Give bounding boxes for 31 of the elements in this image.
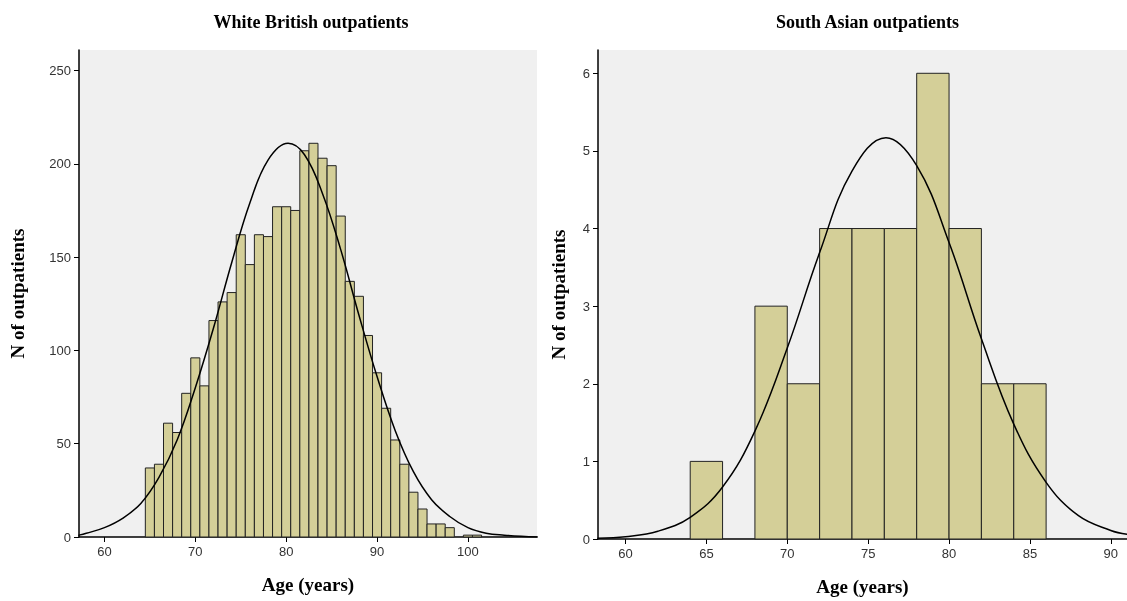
x-tick-label: 85 [1022,546,1038,561]
chart-title: White British outpatients [213,12,409,32]
y-tick-label: 1 [582,453,590,469]
x-tick-label: 80 [941,546,957,561]
y-tick-label: 3 [582,298,590,314]
x-axis-title: Age (years) [816,576,909,598]
x-tick-label: 70 [780,546,795,561]
x-tick-label: 65 [699,546,714,561]
x-axis-title: Age (years) [261,574,355,596]
y-tick-label: 4 [582,221,590,237]
x-tick-label: 90 [1103,546,1119,561]
y-axis-title: N of outpatients [7,228,28,359]
x-tick-label: 90 [369,544,385,559]
y-tick-label: 50 [56,436,71,452]
y-tick-label: 150 [49,249,71,265]
y-tick-label: 5 [582,143,590,159]
x-tick-label: 75 [860,546,876,561]
x-tick-label: 80 [278,544,294,559]
y-tick-label: 100 [49,342,71,358]
y-tick-label: 2 [582,376,590,392]
y-tick-label: 6 [582,65,590,81]
x-tick-label: 100 [457,544,479,559]
y-axis-title: N of outpatients [548,229,569,360]
y-tick-label: 200 [49,156,71,172]
x-tick-label: 70 [188,544,203,559]
y-tick-label: 0 [63,529,71,545]
chart-title: South Asian outpatients [775,12,960,32]
x-tick-label: 60 [618,546,633,561]
y-tick-label: 0 [582,531,590,547]
x-tick-label: 60 [97,544,112,559]
y-tick-label: 250 [49,63,71,79]
